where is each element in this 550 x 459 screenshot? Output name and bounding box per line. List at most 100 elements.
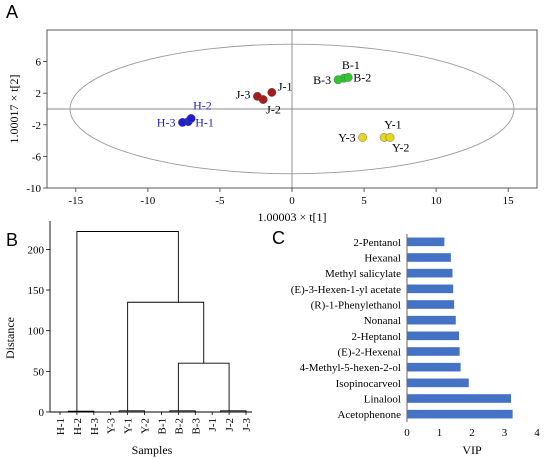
vip-category-label: (E)-2-Hexenal: [337, 347, 401, 359]
dendrogram-y-tick-label: 200: [28, 244, 45, 256]
dendrogram-leaf-label: Y-1: [123, 418, 135, 434]
y-tick-label: -10: [26, 183, 41, 195]
score-plot-x-label: 1.00003 × t[1]: [257, 210, 326, 224]
vip-bar: [407, 253, 451, 262]
score-point-label: H-2: [193, 98, 212, 112]
vip-bar: [407, 284, 454, 294]
score-point: [385, 133, 395, 142]
vip-category-label: 4-Methyl-5-hexen-2-ol: [300, 362, 401, 374]
dendrogram-leaf-label: J-2: [224, 418, 236, 431]
vip-bar: [407, 331, 459, 341]
vip-bar: [407, 315, 456, 325]
y-tick-label: -6: [32, 151, 42, 163]
score-point-label: J-1: [278, 79, 293, 93]
panel-letter-a: A: [6, 2, 18, 22]
dendrogram-leaf-label: J-3: [241, 418, 253, 432]
vip-category-label: Acetophenone: [337, 409, 401, 421]
vip-category-label: (R)-1-Phenylethanol: [311, 300, 401, 312]
y-tick-label: -2: [32, 120, 41, 132]
vip-category-label: (E)-3-Hexen-1-yl acetate: [291, 284, 401, 296]
panel-letter-b: B: [6, 230, 18, 250]
dendrogram-leaf-label: H-2: [72, 418, 84, 435]
score-point-label: B-2: [353, 70, 371, 84]
vip-bar: [407, 237, 445, 247]
score-point: [186, 114, 196, 123]
x-tick-label: 15: [503, 195, 515, 207]
dendrogram-branch: [220, 410, 247, 412]
dendrogram-x-label: Samples: [132, 443, 173, 457]
vip-category-label: 2-Heptanol: [352, 331, 401, 343]
dendrogram-y-tick-label: 50: [33, 366, 45, 378]
vip-bar: [407, 378, 469, 388]
vip-bar: [407, 362, 461, 372]
score-plot: -15 -10 -5 0 5 10 15 -10 -6 -2 2 6 H-1 H-2 H-3 J-1 J-2 J…: [7, 29, 538, 224]
score-plot-body: H-1 H-2 H-3 J-1 J-2 J-3 B-1B-2 B-3 Y-1 Y-2 Y-3: [47, 30, 537, 188]
confidence-ellipse: [69, 43, 515, 175]
score-point-label: Y-3: [338, 130, 355, 144]
dendrogram-leaf-label: H-1: [55, 418, 67, 435]
dendrogram-branch: [118, 410, 145, 412]
dendrogram-y-tick-label: 150: [28, 285, 45, 297]
dendrogram-leaf-label: B-1: [156, 418, 168, 435]
vip-category-label: Nonanal: [364, 315, 401, 327]
x-tick-label: 0: [289, 195, 295, 207]
vip-category-label: Isopinocarveol: [336, 378, 401, 390]
dendrogram-y-tick-label: 0: [39, 407, 45, 419]
dendrogram-leaf-label: H-3: [89, 418, 101, 436]
dendrogram-branch: [177, 362, 230, 411]
dendrogram-axes: 0 50 100 150 200 H-1 H-2 H-3 Y-3 Y-1 Y-2 B-1 B-2 B-3 J…: [28, 221, 253, 436]
score-point-label: B-1: [342, 58, 360, 72]
vip-bar: [407, 268, 453, 278]
dendrogram-branch: [169, 410, 196, 412]
vip-category-label: Methyl salicylate: [325, 268, 401, 280]
dendrogram-leaf-label: J-1: [207, 418, 219, 431]
vip-bar-chart: 0 1 2 3 4 2-Pentanol Hexanal Methyl salicylate…: [291, 234, 540, 457]
vip-x-tick-label: 0: [404, 427, 410, 439]
dendrogram-branch: [68, 410, 95, 412]
x-tick-label: -5: [215, 195, 225, 207]
score-point: [267, 88, 277, 97]
score-point: [358, 133, 368, 142]
vip-bars: 2-Pentanol Hexanal Methyl salicylate (E)-3-…: [291, 237, 513, 421]
y-tick-label: 6: [36, 57, 42, 69]
x-tick-label: 10: [431, 195, 443, 207]
score-point-label: J-3: [236, 87, 251, 101]
score-plot-y-label: 1.00017 × t[2]: [7, 74, 21, 143]
x-tick-label: -15: [68, 195, 83, 207]
score-point-label: Y-1: [384, 117, 401, 131]
dendrogram-leaf-label: B-2: [173, 418, 185, 435]
vip-category-label: Hexanal: [364, 253, 401, 265]
vip-bar: [407, 409, 513, 419]
vip-category-label: 2-Pentanol: [353, 237, 401, 249]
score-point-label: B-3: [313, 73, 331, 87]
vip-x-tick-label: 4: [534, 427, 540, 439]
dendrogram-branches: [68, 231, 247, 412]
vip-bar: [407, 300, 455, 309]
y-tick-label: 2: [36, 88, 42, 100]
vip-category-label: Linalool: [364, 394, 401, 406]
vip-x-tick-label: 2: [469, 427, 475, 439]
vip-x-tick-label: 3: [502, 427, 508, 439]
vip-x-tick-label: 1: [437, 427, 443, 439]
score-point-label: H-1: [195, 116, 214, 130]
score-point-label: J-2: [266, 103, 281, 117]
dendrogram-y-label: Distance: [3, 317, 17, 359]
panel-letter-c: C: [272, 228, 285, 248]
dendrogram-leaf-label: B-3: [190, 418, 202, 435]
x-tick-label: -10: [141, 195, 156, 207]
x-tick-label: 5: [361, 195, 367, 207]
dendrogram-branch: [76, 231, 179, 412]
dendrogram: 0 50 100 150 200 H-1 H-2 H-3 Y-3 Y-1 Y-2 B-1 B-2 B-3 J…: [3, 221, 253, 457]
dendrogram-leaf-label: Y-3: [106, 418, 118, 434]
score-point-label: Y-2: [392, 140, 409, 154]
dendrogram-leaf-label: Y-2: [140, 418, 152, 434]
dendrogram-y-tick-label: 100: [28, 326, 45, 338]
score-point-label: H-3: [157, 115, 176, 129]
vip-bar: [407, 394, 511, 403]
vip-bar: [407, 347, 460, 356]
score-point: [333, 75, 343, 85]
dendrogram-branch: [127, 301, 205, 411]
score-point: [178, 118, 187, 127]
score-point: [253, 91, 262, 101]
